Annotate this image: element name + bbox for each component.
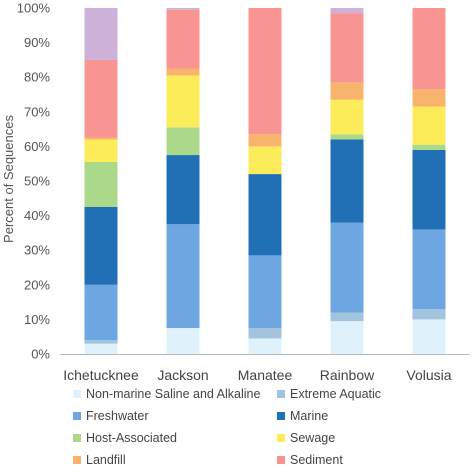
legend-swatch [73, 456, 81, 464]
bar-segment [330, 82, 364, 100]
legend-swatch [277, 456, 285, 464]
legend-swatch [277, 434, 285, 442]
bar-segment [330, 99, 364, 135]
bar-segment [166, 68, 200, 76]
legend-label: Sewage [290, 431, 335, 445]
y-tick-label: 60% [24, 139, 50, 154]
bar-segment [248, 338, 282, 354]
y-tick-label: 90% [24, 35, 50, 50]
bar-segment [84, 8, 118, 60]
bar-segment [330, 312, 364, 322]
bar-segment [412, 89, 446, 107]
bar-segment [84, 284, 118, 341]
bar-segment [166, 155, 200, 225]
bar-segment [248, 8, 282, 135]
bar-segment [330, 222, 364, 313]
bar-segment [84, 343, 118, 354]
legend-label: Non-marine Saline and Alkaline [86, 387, 260, 401]
y-tick-label: 0% [31, 347, 50, 362]
y-tick-label: 80% [24, 70, 50, 85]
bar-segment [166, 224, 200, 329]
bar-segment [412, 319, 446, 354]
bar-segment [166, 127, 200, 156]
bars [84, 8, 446, 354]
bar-segment [412, 106, 446, 145]
bar-segment [166, 8, 200, 10]
bar-segment [330, 134, 364, 140]
y-axis-ticks: 0% 10% 20% 30% 40% 50% 60% 70% 80% 90% 100% [17, 1, 51, 362]
legend-label: Host-Associated [86, 431, 177, 445]
legend: Non-marine Saline and Alkaline Extreme Aq… [73, 387, 381, 467]
y-tick-label: 50% [24, 174, 50, 189]
bar-segment [330, 8, 364, 14]
bar-segment [330, 139, 364, 223]
bar-segment [248, 328, 282, 339]
legend-label: Extreme Aquatic [290, 387, 381, 401]
legend-swatch [73, 434, 81, 442]
bar-segment [248, 134, 282, 147]
y-tick-label: 100% [17, 1, 51, 16]
legend-swatch [277, 412, 285, 420]
bar-segment [412, 144, 446, 150]
bar-segment [412, 309, 446, 320]
bar-segment [84, 206, 118, 285]
y-axis-title: Percent of Sequences [1, 115, 16, 243]
bar-segment [84, 161, 118, 207]
bar-segment [248, 146, 282, 175]
y-tick-label: 40% [24, 208, 50, 223]
bar-segment [166, 9, 200, 69]
legend-swatch [73, 390, 81, 398]
x-tick-label: Ichetucknee [63, 367, 139, 383]
legend-label: Marine [290, 409, 328, 423]
x-tick-label: Jackson [157, 367, 208, 383]
bar-segment [412, 229, 446, 310]
bar-segment [330, 13, 364, 83]
y-tick-label: 10% [24, 312, 50, 327]
bar-segment [84, 137, 118, 140]
bar-segment [166, 75, 200, 128]
x-tick-label: Manatee [238, 367, 293, 383]
bar-segment [166, 328, 200, 354]
legend-swatch [277, 390, 285, 398]
bar-segment [330, 321, 364, 354]
y-tick-label: 30% [24, 243, 50, 258]
x-tick-label: Volusia [406, 367, 451, 383]
bar-segment [412, 8, 446, 90]
bar-segment [84, 340, 118, 344]
y-tick-label: 70% [24, 104, 50, 119]
x-axis-labels: Ichetucknee Jackson Manatee Rainbow Volusia [63, 367, 452, 383]
x-tick-label: Rainbow [320, 367, 375, 383]
legend-label: Freshwater [86, 409, 149, 423]
legend-label: Landfill [86, 453, 126, 467]
bar-segment [248, 174, 282, 256]
bar-segment [248, 255, 282, 329]
y-tick-label: 20% [24, 277, 50, 292]
legend-swatch [73, 412, 81, 420]
legend-label: Sediment [290, 453, 343, 467]
bar-segment [412, 149, 446, 230]
bar-segment [84, 139, 118, 162]
bar-segment [84, 59, 118, 138]
